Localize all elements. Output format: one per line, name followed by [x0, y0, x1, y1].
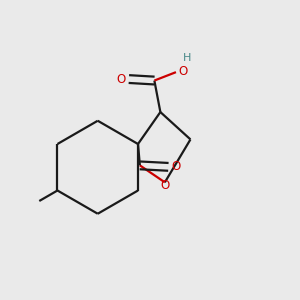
Text: O: O [172, 160, 181, 173]
Text: O: O [117, 73, 126, 85]
Text: H: H [183, 53, 191, 63]
Text: O: O [161, 179, 170, 192]
Text: O: O [178, 65, 187, 78]
